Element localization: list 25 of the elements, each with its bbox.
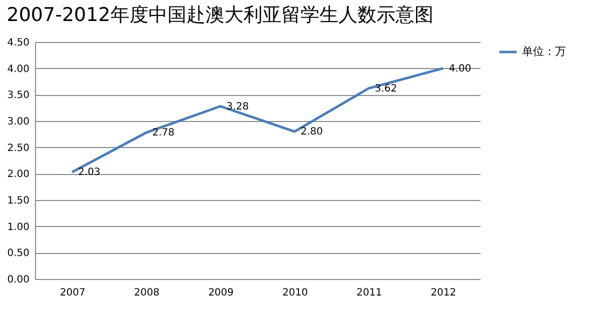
- data-label: 4.00: [448, 63, 472, 74]
- x-tick-label: 2008: [134, 288, 160, 298]
- data-label: 3.28: [226, 101, 249, 112]
- x-tick-label: 2010: [282, 288, 308, 298]
- x-tick-label: 2007: [60, 288, 86, 298]
- legend-label: 单位：万: [522, 45, 566, 58]
- data-label: 2.80: [300, 126, 323, 138]
- data-label: 2.78: [152, 128, 175, 139]
- y-tick-label: 1.00: [7, 222, 30, 233]
- y-tick-label: 4.00: [7, 64, 30, 75]
- y-tick-label: 3.00: [7, 116, 30, 128]
- y-tick-label: 0.50: [7, 248, 30, 260]
- data-label: 2.03: [78, 167, 100, 178]
- data-label: 3.62: [374, 83, 398, 94]
- y-tick-label: 2.50: [7, 142, 30, 154]
- x-tick-label: 2011: [356, 288, 382, 298]
- x-tick-label: 2009: [208, 288, 234, 298]
- x-tick-label: 2012: [430, 288, 456, 298]
- y-tick-label: 2.00: [7, 169, 30, 180]
- chart-title: 2007-2012年度中国赴澳大利亚留学生人数示意图: [6, 4, 434, 26]
- y-tick-label: 3.50: [7, 90, 30, 102]
- y-tick-label: 4.50: [7, 38, 30, 48]
- line-series: [70, 67, 444, 174]
- y-tick-label: 1.50: [7, 196, 30, 206]
- y-tick-label: 0.00: [7, 274, 30, 286]
